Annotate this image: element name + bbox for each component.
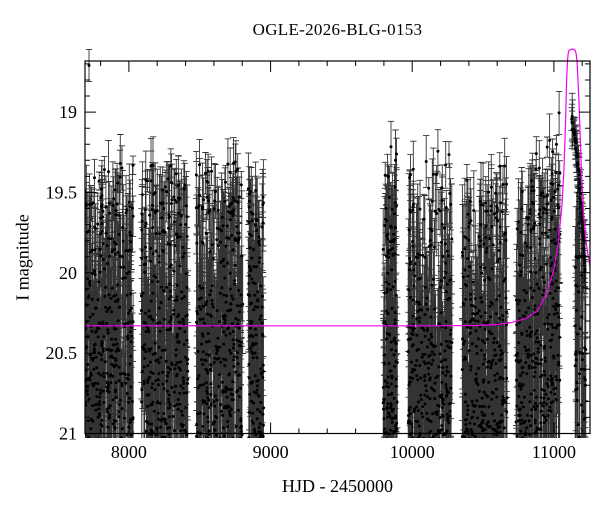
data-outliers — [85, 48, 93, 83]
data-season-3 — [193, 137, 246, 438]
x-tick-label: 11000 — [532, 442, 576, 462]
data-season-6 — [405, 129, 456, 438]
data-season-4 — [245, 152, 267, 438]
y-tick-label: 20 — [59, 263, 77, 283]
y-tick-label: 20.5 — [46, 343, 78, 363]
data-season-9-column — [572, 184, 589, 438]
y-tick-label: 21 — [59, 424, 77, 444]
plot-frame — [84, 60, 591, 435]
data-season-8 — [512, 90, 564, 438]
axis-ticks — [85, 61, 590, 434]
data-season-7 — [459, 137, 511, 438]
chart-title: OGLE-2026-BLG-0153 — [252, 20, 423, 39]
data-season-2 — [138, 136, 191, 438]
y-axis-label: I magnitude — [12, 214, 33, 301]
model-curve — [85, 48, 591, 327]
data-event-followers — [568, 92, 589, 289]
plot-data-area — [85, 48, 591, 438]
x-tick-label: 8000 — [111, 442, 147, 462]
x-tick-label: 9000 — [253, 442, 289, 462]
x-tick-label: 10000 — [390, 442, 435, 462]
x-axis-label: HJD - 2450000 — [282, 476, 393, 496]
data-season-5 — [380, 120, 401, 438]
y-tick-label: 19 — [59, 102, 77, 122]
y-tick-label: 19.5 — [46, 183, 78, 203]
